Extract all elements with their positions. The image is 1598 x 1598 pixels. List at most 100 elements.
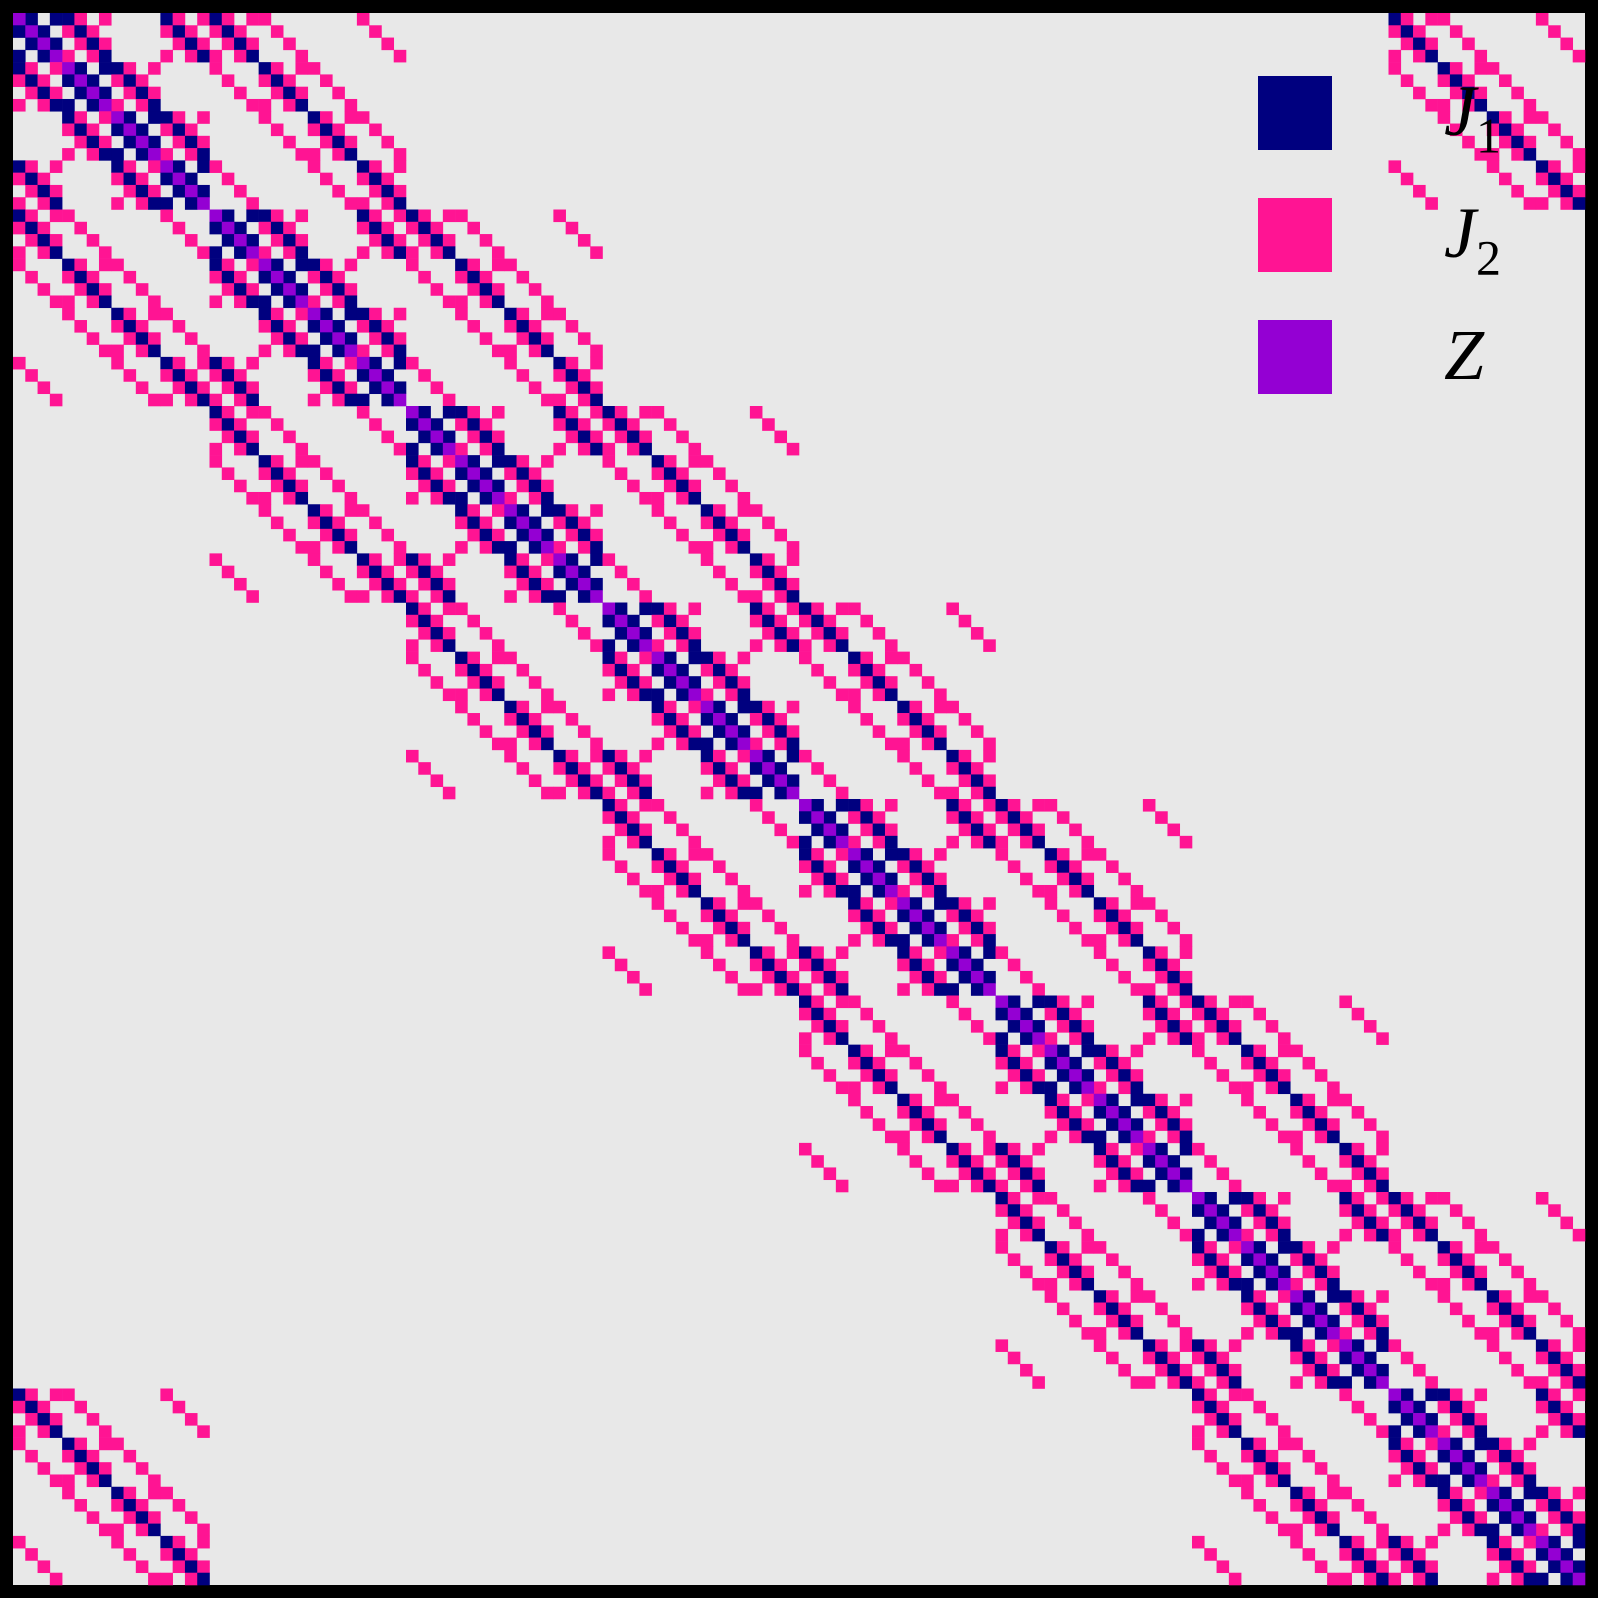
matrix-cell-z — [1044, 1044, 1058, 1058]
matrix-cell-j2 — [1007, 799, 1021, 812]
matrix-cell-j1 — [1363, 1376, 1377, 1389]
matrix-cell-z — [1511, 1511, 1524, 1524]
matrix-cell-j2 — [430, 246, 444, 259]
matrix-cell-j1 — [614, 602, 628, 616]
matrix-cell-j1 — [1069, 1081, 1082, 1095]
matrix-cell-j2 — [786, 934, 800, 947]
matrix-cell-j2 — [1130, 1044, 1144, 1058]
matrix-cell-j1 — [123, 172, 137, 186]
matrix-cell-j2 — [676, 614, 689, 628]
matrix-cell-j2 — [1327, 1339, 1340, 1352]
matrix-cell-j2 — [62, 148, 75, 161]
matrix-cell-j1 — [884, 835, 898, 849]
matrix-cell-j2 — [614, 676, 628, 689]
matrix-cell-j2 — [406, 639, 419, 652]
matrix-cell-z — [1474, 1474, 1488, 1488]
matrix-cell-z — [725, 725, 738, 738]
matrix-cell-j2 — [848, 1056, 861, 1070]
matrix-cell-j2 — [565, 430, 579, 444]
matrix-cell-j1 — [1548, 1499, 1561, 1512]
matrix-cell-j2 — [1056, 1302, 1070, 1316]
matrix-cell-j2 — [553, 418, 566, 431]
matrix-cell-z — [676, 676, 689, 689]
matrix-cell-j2 — [614, 860, 628, 873]
matrix-cell-j1 — [749, 786, 763, 800]
matrix-cell-j2 — [1032, 1192, 1045, 1205]
matrix-cell-j2 — [111, 1535, 124, 1549]
matrix-cell-j2 — [639, 491, 652, 505]
matrix-cell-j1 — [369, 565, 382, 579]
matrix-cell-j2 — [1130, 1376, 1144, 1389]
matrix-cell-j1 — [1339, 1142, 1352, 1156]
matrix-cell-j2 — [62, 295, 75, 309]
matrix-cell-j1 — [823, 1020, 837, 1033]
matrix-cell-z — [1081, 1081, 1095, 1095]
matrix-cell-j2 — [1192, 1376, 1205, 1389]
matrix-cell-j1 — [1155, 1106, 1168, 1119]
matrix-cell-j2 — [627, 577, 640, 591]
matrix-cell-j2 — [811, 970, 824, 984]
matrix-cell-j2 — [1204, 995, 1217, 1009]
matrix-cell-j1 — [1216, 1204, 1230, 1217]
matrix-cell-j1 — [774, 970, 788, 984]
matrix-cell-j2 — [1376, 1142, 1389, 1156]
matrix-cell-j1 — [148, 111, 161, 124]
matrix-cell-j2 — [1155, 1118, 1168, 1131]
matrix-cell-j2 — [983, 897, 996, 910]
matrix-cell-j2 — [369, 184, 382, 198]
matrix-cell-z — [541, 541, 554, 554]
matrix-cell-j2 — [639, 430, 652, 444]
matrix-cell-j2 — [934, 786, 947, 800]
matrix-cell-j1 — [627, 639, 640, 652]
matrix-cell-j1 — [676, 688, 689, 702]
matrix-cell-j1 — [663, 713, 677, 726]
matrix-cell-j1 — [25, 13, 38, 26]
matrix-cell-j2 — [1535, 1425, 1549, 1438]
matrix-cell-j2 — [295, 442, 309, 456]
matrix-cell-j1 — [627, 823, 640, 837]
matrix-cell-j2 — [590, 749, 603, 763]
matrix-cell-z — [1020, 1020, 1033, 1033]
matrix-cell-j2 — [921, 1069, 935, 1082]
matrix-cell-j2 — [1474, 86, 1488, 100]
matrix-cell-j1 — [74, 86, 87, 100]
matrix-cell-j2 — [1007, 1351, 1021, 1365]
matrix-cell-j1 — [111, 148, 124, 161]
matrix-cell-j2 — [258, 111, 272, 124]
matrix-cell-j2 — [1511, 184, 1524, 198]
matrix-cell-j2 — [135, 1462, 149, 1475]
matrix-cell-j2 — [1474, 1413, 1488, 1426]
matrix-cell-j1 — [344, 295, 358, 309]
matrix-cell-j1 — [283, 295, 296, 309]
matrix-cell-j1 — [1560, 1413, 1574, 1426]
matrix-cell-j2 — [234, 479, 247, 493]
matrix-cell-j1 — [221, 369, 235, 382]
matrix-cell-j2 — [1511, 1474, 1524, 1488]
matrix-cell-j2 — [737, 774, 751, 788]
matrix-cell-z — [246, 246, 259, 259]
matrix-cell-j2 — [1228, 1388, 1242, 1402]
matrix-cell-j2 — [860, 921, 873, 935]
matrix-cell-j1 — [639, 627, 652, 640]
matrix-cell-j2 — [762, 602, 775, 616]
matrix-cell-j2 — [1302, 1155, 1316, 1168]
matrix-cell-j1 — [344, 307, 358, 321]
matrix-cell-j2 — [479, 688, 493, 702]
matrix-cell-j2 — [921, 983, 935, 996]
matrix-cell-j2 — [639, 676, 652, 689]
matrix-cell-j1 — [1192, 1228, 1205, 1242]
matrix-cell-j2 — [823, 884, 837, 898]
matrix-cell-z — [995, 995, 1009, 1009]
matrix-cell-j2 — [491, 504, 505, 517]
matrix-cell-j1 — [1241, 1192, 1254, 1205]
matrix-cell-j2 — [1106, 1142, 1119, 1156]
matrix-cell-j2 — [872, 627, 886, 640]
matrix-cell-j2 — [1437, 1499, 1451, 1512]
matrix-cell-j1 — [320, 123, 333, 137]
matrix-cell-j2 — [577, 393, 591, 407]
matrix-cell-j2 — [860, 614, 873, 628]
matrix-cell-z — [197, 197, 210, 210]
matrix-cell-j1 — [663, 651, 677, 665]
matrix-cell-j1 — [688, 737, 702, 751]
matrix-cell-j1 — [1167, 970, 1181, 984]
